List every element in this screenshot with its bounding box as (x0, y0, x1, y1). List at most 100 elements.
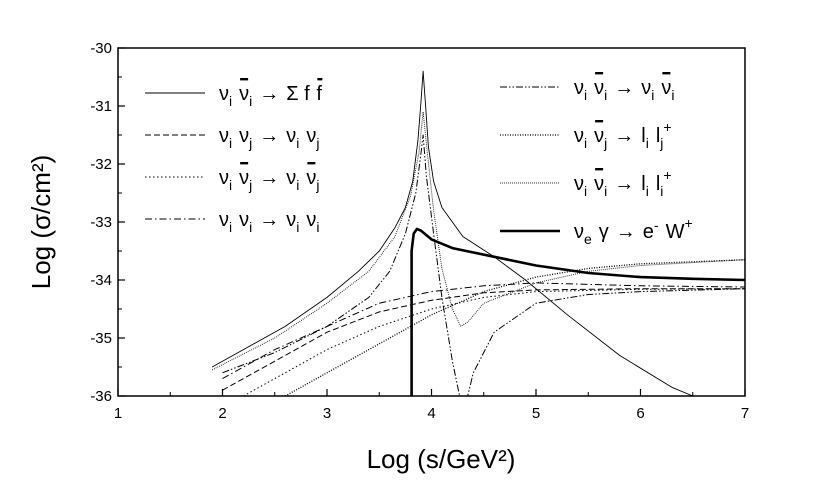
legend-arrow: → (259, 125, 279, 147)
legend-text-ds: i (671, 87, 674, 103)
legend-arrow: → (259, 167, 279, 189)
legend-text-as: e (584, 231, 592, 247)
legend-d: ν (306, 167, 316, 189)
overbar (662, 72, 671, 75)
legend-text-ds: i (660, 183, 663, 199)
legend-d: ν (306, 209, 316, 231)
legend-text-cs: i (296, 219, 299, 235)
series-line-2 (222, 288, 745, 391)
series-line-4 (222, 282, 745, 380)
legend-text-bs: i (604, 183, 607, 199)
legend-b: γ (599, 221, 609, 243)
legend-b: ν (239, 125, 249, 147)
legend-b: ν (594, 173, 604, 195)
legend-c: l (641, 173, 645, 195)
legend-text-bs: j (603, 135, 607, 151)
y-tick-label: -36 (90, 388, 112, 405)
series-line-6 (284, 259, 745, 396)
legend-c: l (641, 125, 645, 147)
axis-ticks: 1 2 3 4 5 6 7 -36 -35 -34 -33 -32 -31 -30 (90, 40, 749, 422)
legend-entry: νi νj → νi νj (219, 125, 320, 151)
legend-b: ν (239, 83, 249, 105)
legend-label: νi νj → νi νj (219, 167, 320, 193)
legend-text-a: ν (574, 77, 584, 99)
legend-b: ν (239, 167, 249, 189)
legend-d: f (316, 83, 322, 105)
legend-entry: νi νj → νi νj (219, 162, 320, 193)
legend-entry: νi νi → νi νi (219, 209, 320, 235)
legend-text-a: ν (219, 209, 229, 231)
legend-c: ν (641, 77, 651, 99)
legend-text-as: i (229, 93, 232, 109)
legend-c: ν (286, 209, 296, 231)
legend-text-a: ν (219, 125, 229, 147)
legend-arrow: → (616, 221, 636, 243)
legend-d: l (656, 125, 660, 147)
x-tick-label: 5 (532, 405, 540, 422)
legend-entry: νi νj → li lj+ (574, 119, 672, 151)
overbar (595, 72, 604, 75)
legend-text-as: i (584, 135, 587, 151)
legend-text-ds: j (315, 135, 319, 151)
legend-arrow: → (259, 209, 279, 231)
overbar (595, 120, 604, 123)
x-tick-label: 7 (741, 405, 749, 422)
legend-text-bs: i (249, 219, 252, 235)
x-tick-label: 1 (114, 405, 122, 422)
legend-dsup: + (684, 215, 692, 231)
overbar (240, 78, 249, 81)
x-tick-label: 3 (323, 405, 331, 422)
legend-arrow: → (614, 125, 634, 147)
legend-text-ds: i (316, 219, 319, 235)
legend-text-a: ν (574, 173, 584, 195)
legend-dsup: + (663, 167, 671, 183)
legend-entry: νe γ → e- W+ (574, 215, 693, 247)
legend-b: ν (594, 77, 604, 99)
y-tick-label: -33 (90, 214, 112, 231)
legend-b: ν (594, 125, 604, 147)
y-tick-label: -34 (90, 272, 112, 289)
legend-label: νi νi → νi νi (219, 209, 320, 235)
x-tick-label: 2 (218, 405, 226, 422)
legend-label: νe γ → e- W+ (574, 215, 693, 247)
legend-text-cs: i (296, 177, 299, 193)
legend-text-a: ν (574, 125, 584, 147)
legend-c: e (643, 221, 654, 243)
legend-d: W (666, 221, 685, 243)
legend-b: ν (239, 209, 249, 231)
legend-c: Σ f (286, 83, 310, 105)
y-tick-label: -35 (90, 330, 112, 347)
legend-text-bs: j (248, 177, 252, 193)
y-tick-label: -32 (90, 156, 112, 173)
legend-text-ds: j (659, 135, 663, 151)
legend-text-bs: i (604, 87, 607, 103)
legend-text-ds: j (315, 177, 319, 193)
legend-text-as: i (584, 87, 587, 103)
legend-text-a: ν (219, 83, 229, 105)
legend-arrow: → (614, 173, 634, 195)
legend-c: ν (286, 167, 296, 189)
overbar (240, 162, 249, 165)
y-tick-label: -31 (90, 98, 112, 115)
y-tick-label: -30 (90, 40, 112, 57)
y-axis-label: Log (σ/cm²) (26, 155, 56, 290)
legend-text-a: ν (219, 167, 229, 189)
x-axis-label: Log (s/GeV²) (367, 444, 516, 474)
series-line-8 (410, 227, 745, 396)
series-line-3 (243, 288, 745, 396)
legend-text-bs: j (248, 135, 252, 151)
series-curves (211, 70, 745, 396)
legend-text-as: i (229, 135, 232, 151)
legend-text-as: i (229, 219, 232, 235)
legend-entry: νi νi → li li+ (574, 167, 672, 199)
legend-arrow: → (614, 77, 634, 99)
overbar (307, 162, 316, 165)
legend-entry: νi νi → νi νi (574, 72, 675, 103)
legend-text-as: i (229, 177, 232, 193)
x-tick-label: 4 (427, 405, 435, 422)
legend-d: ν (661, 77, 671, 99)
